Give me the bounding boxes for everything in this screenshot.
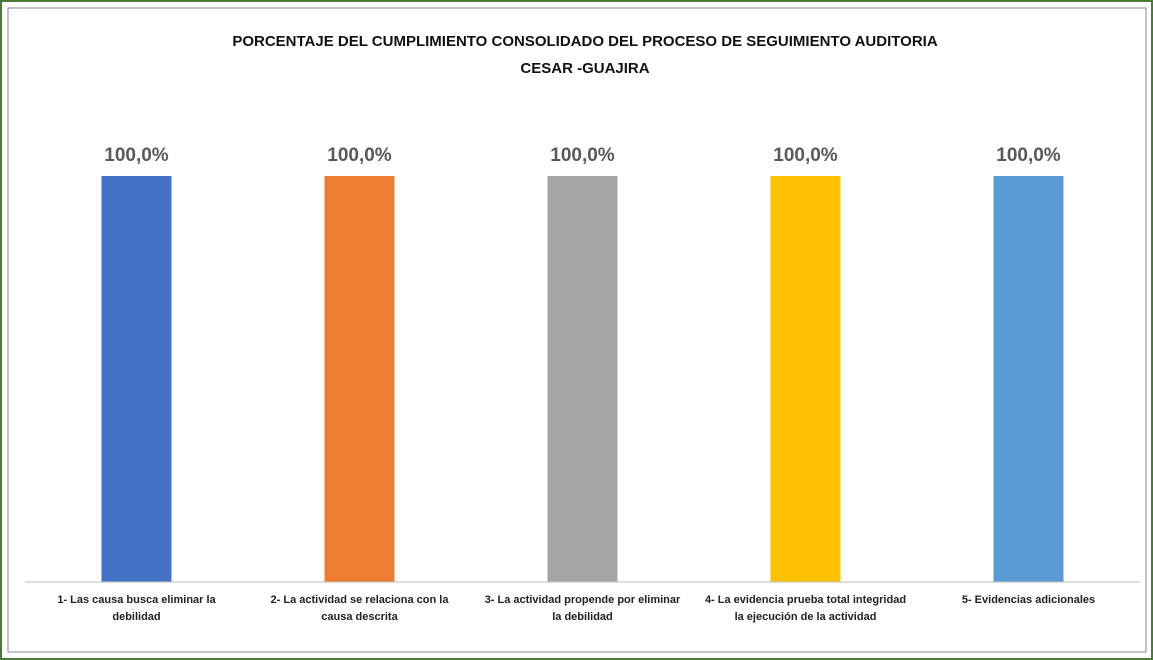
data-label: 100,0% xyxy=(104,145,169,166)
bar xyxy=(324,176,395,582)
data-label: 100,0% xyxy=(327,145,392,166)
chart-title: PORCENTAJE DEL CUMPLIMIENTO CONSOLIDADO … xyxy=(232,33,938,50)
x-tick-label: 4- La evidencia prueba total integridad … xyxy=(704,594,907,623)
data-label: 100,0% xyxy=(773,145,838,166)
bar xyxy=(547,176,618,582)
bar xyxy=(993,176,1064,582)
x-tick-label: 5- Evidencias adicionales xyxy=(961,594,1096,606)
data-label: 100,0% xyxy=(996,145,1061,166)
data-label: 100,0% xyxy=(550,145,615,166)
chart-title: CESAR -GUAJIRA xyxy=(520,60,649,77)
x-tick-label: 1- Las causa busca eliminar la debilidad xyxy=(57,594,216,623)
x-tick-label: 2- La actividad se relaciona con la caus… xyxy=(270,594,449,623)
bar xyxy=(770,176,841,582)
x-tick-label: 3- La actividad propende por eliminar la… xyxy=(484,594,681,623)
bar xyxy=(101,176,172,582)
